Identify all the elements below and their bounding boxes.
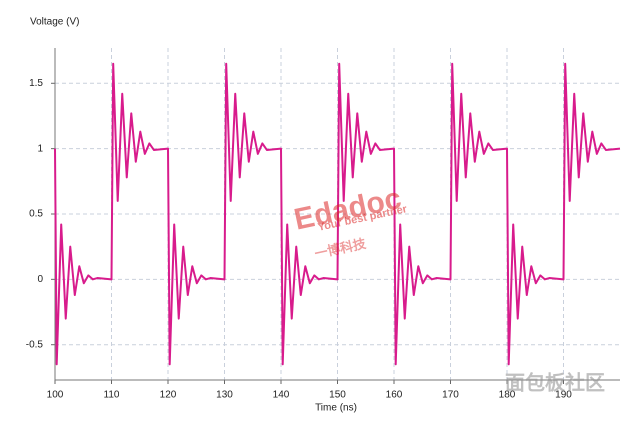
x-tick-label: 120 [160,390,177,401]
y-tick-label: 0 [37,274,43,285]
x-tick-label: 150 [329,390,346,401]
x-axis-title: Time (ns) [315,403,357,414]
y-tick-label: 1.5 [29,78,43,89]
y-axis-title: Voltage (V) [30,17,79,28]
x-tick-label: 180 [499,390,516,401]
y-tick-label: 0.5 [29,209,43,220]
x-tick-label: 100 [47,390,64,401]
line-series [54,62,621,366]
x-tick-label: 130 [216,390,233,401]
watermark: 面包板社区 [505,370,605,394]
y-tick-label: -0.5 [26,339,44,350]
x-tick-label: 160 [386,390,403,401]
x-tick-label: 140 [273,390,290,401]
x-tick-label: 170 [442,390,459,401]
x-tick-label: 190 [555,390,572,401]
y-tick-label: 1 [37,143,43,154]
x-tick-label: 110 [104,390,120,401]
